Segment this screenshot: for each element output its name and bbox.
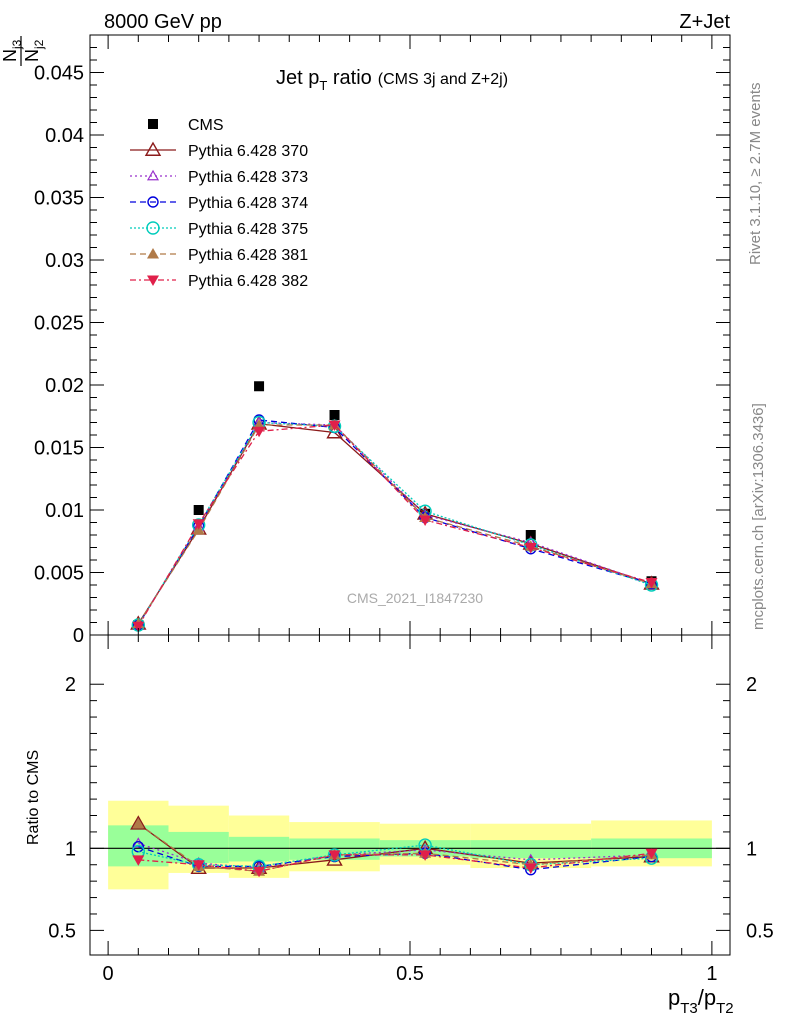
point-p382-1	[192, 860, 205, 871]
point-CMS-2	[254, 381, 265, 392]
series-p382	[132, 848, 658, 878]
chart-title: Jet pT ratio (CMS 3j and Z+2j)	[276, 67, 508, 93]
main-marks	[130, 381, 660, 633]
ratio-ytick-label-right: 0.5	[746, 920, 774, 942]
legend-item-p375: Pythia 6.428 375	[130, 221, 308, 238]
ratio-bands	[90, 800, 730, 890]
ratio-marks	[130, 815, 660, 878]
ylabel-num: Nj3	[0, 39, 24, 62]
legend-item-p370: Pythia 6.428 370	[130, 141, 308, 160]
mcplots-label: mcplots.cern.ch [arXiv:1306.3436]	[750, 403, 767, 630]
band-inner-2	[228, 836, 290, 862]
legend-marker-p370	[144, 141, 162, 156]
main-ytick-label: 0	[73, 625, 84, 647]
xlabel-sub2: T2	[716, 1000, 734, 1017]
legend-marker-p382	[147, 275, 159, 286]
main-ytick-label: 0.045	[34, 63, 84, 85]
main-ytick-label: 0.04	[45, 125, 84, 147]
ratio-frame	[89, 634, 731, 956]
legend-label-p382: Pythia 6.428 382	[188, 273, 308, 290]
watermark: CMS_2021_I1847230	[347, 590, 483, 606]
ratio-panel: 0.5 0.5 1 1 2 2 0 0.5 1 Ratio to CMS pT3/pT2	[25, 634, 774, 1017]
main-panel: CMS_2021_I1847230 0 0.005 0.01 0.015 0.02 0.0…	[0, 34, 731, 647]
ylabel-num-sub: j3	[10, 39, 24, 50]
title-sub: T	[319, 78, 327, 93]
legend-label-p381: Pythia 6.428 381	[188, 247, 308, 264]
ratio-ytick-label-right: 2	[746, 674, 757, 696]
legend-item-p373: Pythia 6.428 373	[130, 169, 308, 186]
ylabel-den-sub: j2	[32, 39, 46, 50]
ylabel-den-main: N	[22, 49, 42, 62]
energy-label: 8000 GeV pp	[104, 11, 222, 33]
point-p382-5	[524, 863, 537, 875]
legend-label-p374: Pythia 6.428 374	[188, 195, 308, 212]
main-ytick-label: 0.03	[45, 250, 84, 272]
legend-item-CMS: CMS	[148, 117, 224, 134]
point-p381-0	[132, 817, 145, 829]
ratio-ytick-label-right: 1	[746, 838, 757, 860]
legend-marker-p381	[147, 248, 159, 259]
point-p382-5	[524, 543, 537, 554]
point-p382-0	[132, 855, 145, 866]
xlabel-sub1: T3	[680, 1000, 698, 1017]
xtick-label: 0.5	[396, 963, 424, 985]
series-p382	[132, 420, 658, 633]
legend-item-p382: Pythia 6.428 382	[130, 273, 308, 290]
ratio-ylabel: Ratio to CMS	[25, 750, 42, 845]
main-ytick-label: 0.01	[45, 500, 84, 522]
legend-label-p370: Pythia 6.428 370	[188, 143, 308, 160]
point-CMS-1	[193, 505, 204, 515]
point-p382-1	[192, 519, 205, 530]
ylabel-num-main: N	[0, 49, 20, 62]
band-inner-5	[470, 840, 592, 859]
ratio-ytick-label: 0.5	[48, 920, 76, 942]
point-p382-4	[419, 515, 432, 526]
process-label: Z+Jet	[679, 11, 730, 33]
point-p382-4	[419, 850, 432, 861]
main-ytick-label: 0.02	[45, 375, 84, 397]
title-rest: ratio	[327, 67, 371, 89]
x-axis-label: pT3/pT2	[668, 985, 734, 1017]
ratio-axes: 0.5 0.5 1 1 2 2 0 0.5 1	[48, 635, 774, 985]
main-ytick-label: 0.005	[34, 563, 84, 585]
legend-marker-p374	[147, 196, 159, 208]
point-p382-6	[645, 848, 658, 860]
point-p370-0	[130, 815, 147, 830]
legend-marker-CMS	[148, 119, 158, 129]
point-p382-2	[253, 426, 266, 438]
main-axes: 0 0.005 0.01 0.015 0.02 0.025 0.03 0.035 0.04 0.0…	[34, 35, 730, 647]
xtick-label: 1	[706, 963, 717, 985]
legend-item-p381: Pythia 6.428 381	[130, 247, 308, 264]
xtick-label: 0	[103, 963, 114, 985]
point-CMS-5	[525, 530, 536, 540]
legend-label-CMS: CMS	[188, 117, 224, 134]
xlabel-p2: /p	[698, 985, 716, 1010]
point-p382-3	[328, 850, 341, 861]
legend-label-p373: Pythia 6.428 373	[188, 169, 308, 186]
legend-marker-p373	[146, 169, 160, 181]
main-ytick-label: 0.015	[34, 438, 84, 460]
main-ylabel: Nj3 Nj2	[0, 36, 46, 66]
legend-label-p375: Pythia 6.428 375	[188, 221, 308, 238]
point-p382-0	[132, 621, 145, 633]
point-p382-2	[253, 866, 266, 878]
ratio-ytick-label: 1	[65, 838, 76, 860]
title-main: Jet p	[276, 67, 319, 89]
legend-marker-p375	[146, 221, 160, 235]
rivet-label: Rivet 3.1.10, ≥ 2.7M events	[747, 83, 764, 266]
point-p382-6	[645, 578, 658, 589]
point-CMS-3	[329, 410, 340, 420]
xlabel-p1: p	[668, 985, 680, 1010]
legend: CMS Pythia 6.428 370 Pythia 6.428 373 Pythi…	[130, 117, 308, 290]
point-p382-3	[328, 420, 341, 431]
legend-item-p374: Pythia 6.428 374	[130, 195, 308, 212]
ylabel-den: Nj2	[22, 39, 46, 62]
ratio-ytick-label: 2	[65, 674, 76, 696]
title-paren: (CMS 3j and Z+2j)	[378, 71, 508, 88]
main-ytick-label: 0.025	[34, 313, 84, 335]
main-ytick-label: 0.035	[34, 188, 84, 210]
